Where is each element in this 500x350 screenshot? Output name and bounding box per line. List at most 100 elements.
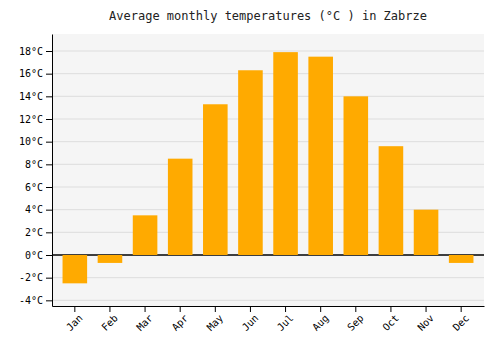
grid	[52, 51, 484, 300]
x-tick-label: Jun	[240, 312, 261, 333]
x-tick-label: May	[205, 312, 226, 333]
bar	[344, 96, 369, 255]
y-tick-label: -2°C	[19, 272, 43, 283]
x-tick-mark	[145, 306, 146, 312]
y-tick: -4°C	[19, 295, 52, 306]
x-tick: Jul	[275, 306, 296, 333]
y-tick: 0°C	[25, 250, 52, 261]
bar	[273, 52, 298, 255]
x-tick-label: Mar	[134, 312, 155, 333]
y-tick-label: 0°C	[25, 250, 43, 261]
x-tick-label: Jan	[64, 312, 85, 333]
title: Average monthly temperatures (°C ) in Za…	[109, 9, 427, 23]
y-tick: 6°C	[25, 182, 52, 193]
plot-background	[52, 34, 484, 306]
grid-line	[52, 300, 484, 301]
x-tick: Mar	[134, 306, 155, 333]
bar	[308, 57, 333, 255]
y-tick-label: 10°C	[19, 136, 43, 147]
y-tick-mark	[46, 232, 52, 233]
y-tick-label: 6°C	[25, 182, 43, 193]
y-tick-label: 4°C	[25, 204, 43, 215]
y-tick-mark	[46, 142, 52, 143]
x-tick-mark	[355, 306, 356, 312]
x-axis-line	[53, 306, 485, 307]
y-tick: 2°C	[25, 227, 52, 238]
grid-line	[52, 73, 484, 74]
x-tick: Aug	[310, 306, 331, 333]
y-tick: 8°C	[25, 159, 52, 170]
y-tick: -2°C	[19, 272, 52, 283]
x-tick-label: Feb	[99, 312, 120, 333]
x-tick-label: Dec	[451, 312, 472, 333]
y-axis-line	[52, 35, 53, 307]
x-tick-label: Aug	[310, 312, 331, 333]
grid-line	[52, 277, 484, 278]
y-tick-mark	[46, 300, 52, 301]
x-tick: May	[205, 306, 226, 333]
bar	[203, 104, 228, 255]
grid-line	[52, 51, 484, 52]
plot: -4°C -2°C 0°C 2°C 4°C 6°C 8°C 10°C 12°C 14°C 16°C 1…	[19, 34, 485, 333]
x-tick: Apr	[170, 306, 191, 333]
y-tick-mark	[46, 164, 52, 165]
y-tick-mark	[46, 51, 52, 52]
bar	[379, 146, 404, 255]
x-tick: Jun	[240, 306, 261, 333]
grid-line	[52, 164, 484, 165]
bar	[449, 255, 474, 263]
grid-line	[52, 119, 484, 120]
x-tick-mark	[390, 306, 391, 312]
y-tick-label: 12°C	[19, 114, 43, 125]
x-tick: Oct	[380, 306, 401, 333]
bars	[63, 52, 474, 283]
bar	[168, 159, 193, 255]
y-tick-mark	[46, 119, 52, 120]
y-tick-mark	[46, 278, 52, 279]
x-tick: Dec	[451, 306, 472, 333]
y-axis: -4°C -2°C 0°C 2°C 4°C 6°C 8°C 10°C 12°C 14°C 16°C 1…	[19, 35, 53, 307]
x-tick-mark	[74, 306, 75, 312]
x-tick: Nov	[415, 306, 436, 333]
x-tick-mark	[215, 306, 216, 312]
x-tick-label: Sep	[345, 312, 366, 333]
bar	[63, 255, 88, 283]
x-tick-mark	[461, 306, 462, 312]
x-tick-mark	[109, 306, 110, 312]
x-tick-label: Jul	[275, 312, 296, 333]
x-tick: Feb	[99, 306, 120, 333]
y-tick: 18°C	[19, 46, 52, 57]
x-tick-mark	[250, 306, 251, 312]
x-tick-mark	[285, 306, 286, 312]
grid-line	[52, 96, 484, 97]
y-tick-mark	[46, 210, 52, 211]
bar	[133, 215, 158, 255]
x-tick-label: Apr	[170, 312, 191, 333]
x-tick-label: Nov	[415, 312, 436, 333]
y-tick-mark	[46, 74, 52, 75]
y-tick-mark	[46, 255, 52, 256]
y-tick: 14°C	[19, 91, 52, 102]
x-tick-label: Oct	[380, 312, 401, 333]
x-tick-mark	[320, 306, 321, 312]
y-tick-label: -4°C	[19, 295, 43, 306]
bar	[414, 210, 439, 255]
y-tick: 12°C	[19, 114, 52, 125]
x-tick: Sep	[345, 306, 366, 333]
x-tick-mark	[180, 306, 181, 312]
chart: -4°C -2°C 0°C 2°C 4°C 6°C 8°C 10°C 12°C 14°C 16°C 1…	[0, 0, 500, 350]
grid-line	[52, 141, 484, 142]
y-tick: 4°C	[25, 204, 52, 215]
y-tick-label: 18°C	[19, 46, 43, 57]
bar	[98, 255, 123, 263]
bar	[238, 70, 263, 255]
x-axis: Jan Feb Mar Apr May Jun Jul Aug Sep Oct Nov Dec	[53, 306, 485, 333]
y-tick-label: 8°C	[25, 159, 43, 170]
y-tick-label: 14°C	[19, 91, 43, 102]
x-tick: Jan	[64, 306, 85, 333]
y-tick: 16°C	[19, 68, 52, 79]
y-tick-mark	[46, 187, 52, 188]
x-tick-mark	[426, 306, 427, 312]
y-tick-label: 16°C	[19, 68, 43, 79]
y-tick-mark	[46, 96, 52, 97]
